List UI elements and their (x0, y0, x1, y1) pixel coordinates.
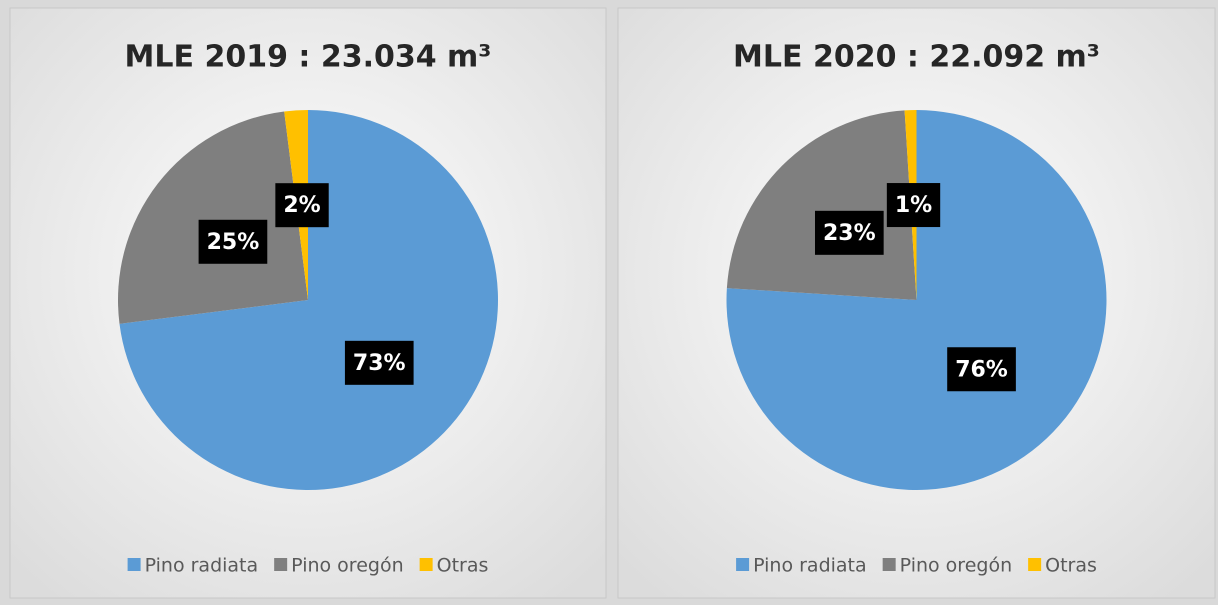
legend-swatch (127, 558, 141, 571)
legend-label: Pino radiata (753, 555, 867, 577)
pie-slice (117, 111, 308, 324)
legend-label: Pino radiata (145, 555, 259, 577)
chart-panel: MLE 2019 : 23.034 m³ 73% 25% 2% Pino radiata… (9, 7, 607, 599)
chart-title: MLE 2019 : 23.034 m³ (125, 40, 492, 75)
data-label: 25% (207, 230, 260, 255)
chart-panel: MLE 2020 : 22.092 m³ 76% 23% 1% Pino radiata… (617, 7, 1216, 599)
data-label-box (344, 340, 414, 385)
data-label: 73% (353, 351, 406, 376)
legend-label: Pino oregón (291, 555, 403, 577)
legend-swatch (882, 558, 896, 571)
legend-swatch (1028, 558, 1042, 571)
data-label-box (198, 219, 268, 264)
data-label: 76% (955, 357, 1008, 382)
data-label: 1% (895, 193, 932, 218)
data-label: 2% (283, 193, 320, 218)
pie-slice (119, 110, 498, 491)
legend-label: Pino oregón (900, 555, 1012, 577)
legend-swatch (274, 558, 288, 571)
data-label-box (886, 183, 941, 228)
data-label-box (275, 183, 329, 228)
data-label-box (814, 210, 884, 255)
legend-swatch (419, 558, 433, 571)
data-label: 23% (823, 221, 876, 246)
legend-swatch (736, 558, 750, 571)
legend-label: Otras (1045, 555, 1097, 577)
data-label-box (947, 347, 1016, 392)
legend-label: Otras (437, 555, 489, 577)
chart-title: MLE 2020 : 22.092 m³ (733, 40, 1100, 75)
